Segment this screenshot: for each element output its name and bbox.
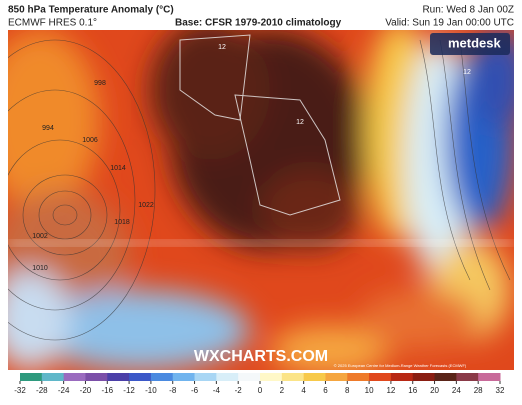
colorbar-segment <box>456 373 479 381</box>
title: 850 hPa Temperature Anomaly (°C) <box>8 5 174 16</box>
map <box>8 30 514 370</box>
colorbar-label: 12 <box>386 386 395 395</box>
colorbar-segment <box>150 373 174 381</box>
colorbar-segment <box>434 373 457 381</box>
colorbar-label: -6 <box>191 386 199 395</box>
colorbar-label: 6 <box>323 386 328 395</box>
isobar-label: 12 <box>463 69 471 76</box>
colorbar-label: -2 <box>235 386 243 395</box>
colorbar-label: 10 <box>365 386 374 395</box>
colorbar-label: -16 <box>101 386 113 395</box>
colorbar-segment <box>41 373 65 381</box>
colorbar-segment <box>281 373 305 381</box>
isobar-label: 1014 <box>110 165 126 172</box>
isobar-label: 1010 <box>32 265 48 272</box>
colorbar-label: -32 <box>14 386 26 395</box>
isobar-label: 12 <box>296 119 304 126</box>
colorbar-label: -28 <box>36 386 48 395</box>
copyright: © 2025 European Centre for Medium-Range … <box>334 363 467 368</box>
isobar-label: 1002 <box>32 233 48 240</box>
colorbar-label: 28 <box>474 386 483 395</box>
colorbar-segment <box>238 373 261 381</box>
logo: metdesk <box>448 35 502 50</box>
colorbar-label: 32 <box>496 386 505 395</box>
run: Run: Wed 8 Jan 00Z <box>422 5 514 16</box>
isobar-label: 1022 <box>138 202 154 209</box>
colorbar-segment <box>347 373 370 381</box>
colorbar-segment <box>369 373 392 381</box>
colorbar-segment <box>390 373 414 381</box>
colorbar-segment <box>129 373 152 381</box>
colorbar-label: 16 <box>408 386 417 395</box>
colorbar-segment <box>303 373 326 381</box>
colorbar-segment <box>85 373 108 381</box>
isobar-label: 1006 <box>82 137 98 144</box>
logo-box <box>430 33 510 55</box>
isobar-label: 994 <box>42 125 54 132</box>
colorbar-label: 24 <box>452 386 461 395</box>
colorbar-label: -12 <box>123 386 135 395</box>
colorbar-segment <box>260 373 283 381</box>
base: Base: CFSR 1979-2010 climatology <box>175 18 342 29</box>
isobar-label: 12 <box>218 44 226 51</box>
colorbar-label: -20 <box>80 386 92 395</box>
colorbar-segment <box>63 373 86 381</box>
watermark: WXCHARTS.COM <box>194 348 328 365</box>
colorbar-segment <box>412 373 436 381</box>
colorbar-segment <box>325 373 348 381</box>
model: ECMWF HRES 0.1° <box>8 18 97 29</box>
colorbar-segment <box>172 373 196 381</box>
colorbar-label: 20 <box>430 386 439 395</box>
colorbar-segment <box>107 373 130 381</box>
colorbar-label: 8 <box>345 386 350 395</box>
colorbar-label: 4 <box>301 386 306 395</box>
colorbar-segment <box>194 373 217 381</box>
colorbar-label: 2 <box>280 386 285 395</box>
colorbar-label: -4 <box>213 386 221 395</box>
colorbar-label: 0 <box>258 386 263 395</box>
colorbar-label: -8 <box>169 386 177 395</box>
colorbar-segment <box>20 373 43 381</box>
colorbar-label: -24 <box>58 386 70 395</box>
colorbar-label: -10 <box>145 386 157 395</box>
colorbar-segment <box>216 373 239 381</box>
colorbar-segment <box>478 373 501 381</box>
isobar-label: 998 <box>94 80 106 87</box>
valid: Valid: Sun 19 Jan 00:00 UTC <box>385 18 514 29</box>
isobar-label: 1018 <box>114 219 130 226</box>
